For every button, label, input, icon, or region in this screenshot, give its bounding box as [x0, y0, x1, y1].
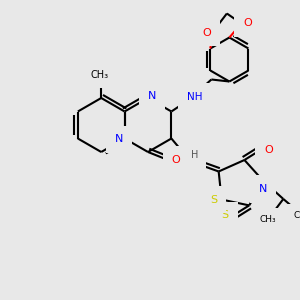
Text: N: N: [259, 184, 268, 194]
Text: CH₃: CH₃: [293, 212, 300, 220]
Text: O: O: [172, 155, 180, 165]
Text: N: N: [148, 91, 156, 101]
Text: O: O: [202, 28, 211, 38]
Text: S: S: [222, 210, 229, 220]
Text: S: S: [210, 194, 217, 205]
Text: O: O: [243, 19, 252, 28]
Text: CH₃: CH₃: [259, 215, 276, 224]
Text: CH₃: CH₃: [90, 70, 108, 80]
Text: O: O: [264, 145, 273, 155]
Text: H: H: [191, 151, 198, 160]
Text: NH: NH: [187, 92, 202, 101]
Text: N: N: [114, 134, 123, 145]
